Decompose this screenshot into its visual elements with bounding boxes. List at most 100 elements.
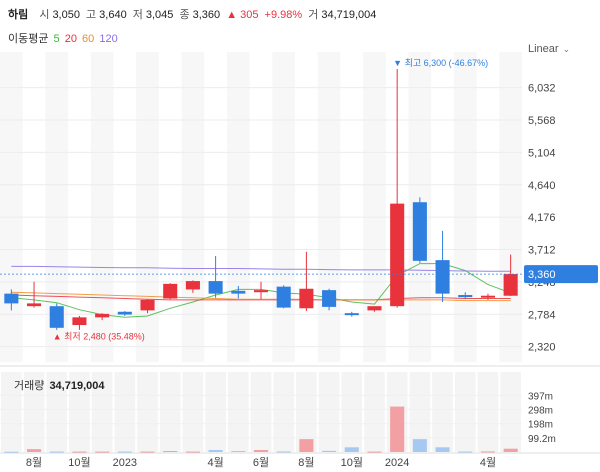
volume-column-bg: [137, 372, 158, 452]
ma-line-120: [11, 265, 511, 272]
volume-bar: [367, 451, 382, 453]
candle-up: [390, 203, 405, 307]
volume-bar: [140, 451, 155, 453]
volume-column-bg: [46, 372, 68, 452]
volume-value: 34,719,004: [321, 9, 377, 21]
volume-bar: [412, 439, 427, 452]
volume-column-bg: [454, 372, 476, 452]
price-column-stripe: [317, 52, 341, 362]
price-column-stripe: [272, 52, 296, 362]
change-value: ▲ 305: [226, 9, 259, 21]
x-axis-label: 8월: [26, 456, 42, 469]
candle-down: [49, 306, 64, 328]
price-column-stripe: [363, 52, 386, 362]
price-column-stripe: [0, 52, 23, 362]
low-annotation: ▲ 최저 2,480 (35.48%): [53, 331, 145, 341]
volume-column-bg: [477, 372, 499, 452]
volume-tick-label: 99.2m: [528, 434, 556, 445]
volume-bar: [503, 448, 518, 452]
volume-bar: [458, 451, 473, 453]
ma-5-period: 5: [53, 33, 60, 45]
x-axis-label: 2023: [113, 457, 137, 469]
price-column-stripe: [136, 52, 159, 362]
volume-bar: [322, 450, 337, 452]
candle-down: [208, 281, 223, 294]
price-tick-label: 4,176: [528, 212, 556, 224]
volume-bar: [253, 450, 269, 452]
price-tick-label: 4,640: [528, 180, 556, 192]
volume-bar: [276, 451, 291, 453]
price-tick-label: 2,320: [528, 342, 556, 354]
volume-panel-label: 거래량: [14, 380, 45, 392]
scale-dropdown[interactable]: Linear ⌄: [528, 40, 592, 58]
price-tick-label: 2,784: [528, 309, 556, 321]
x-axis-label: 2024: [385, 457, 409, 469]
x-axis-label: 4월: [207, 456, 223, 469]
close-label: 종: [179, 9, 190, 21]
change-percent: +9.98%: [264, 9, 303, 21]
volume-column-bg: [1, 372, 22, 452]
price-tick-label: 6,032: [528, 83, 556, 95]
high-label: 고: [86, 9, 97, 21]
volume-column-bg: [341, 372, 363, 452]
candle-up: [140, 299, 155, 311]
candle-up: [253, 290, 269, 293]
volume-column-bg: [250, 372, 272, 452]
volume-column-bg: [273, 372, 295, 452]
volume-bar: [27, 449, 42, 452]
volume-column-bg: [69, 372, 90, 452]
volume-column-bg: [409, 372, 431, 452]
candle-up: [95, 313, 110, 318]
candle-up: [185, 281, 200, 290]
candle-down: [435, 260, 450, 294]
last-price-badge: [524, 265, 598, 284]
volume-bar: [480, 451, 495, 453]
volume-bar: [117, 451, 132, 453]
open-value: 3,050: [52, 9, 80, 21]
scale-label: Linear: [528, 43, 559, 55]
last-price-label: 3,360: [528, 269, 556, 281]
moving-average-legend[interactable]: 이동평균 5 20 60 120: [8, 30, 120, 46]
volume-column-bg: [296, 372, 317, 452]
chevron-down-icon: ⌄: [562, 43, 571, 54]
stock-name: 하림: [8, 9, 29, 21]
quote-header: 하림 시 3,050 고 3,640 저 3,045 종 3,360 ▲ 305 +9.…: [8, 6, 379, 22]
low-value: 3,045: [145, 9, 174, 21]
ma-60-period: 60: [82, 33, 95, 45]
price-column-stripe: [226, 52, 250, 362]
x-axis-label: 10월: [341, 456, 363, 469]
volume-bar: [163, 451, 178, 452]
volume-bar: [344, 447, 359, 452]
volume-bar: [49, 451, 64, 453]
volume-column-bg: [318, 372, 340, 452]
x-axis-label: 6월: [253, 456, 269, 469]
close-value: 3,360: [192, 9, 221, 21]
candle-up: [367, 306, 382, 311]
volume-column-bg: [364, 372, 385, 452]
x-axis-label: 10월: [68, 456, 90, 469]
candle-down: [322, 290, 337, 307]
open-label: 시: [39, 9, 50, 21]
volume-tick-label: 198m: [528, 420, 553, 431]
volume-bar: [390, 406, 405, 452]
x-axis-label: 4월: [480, 456, 496, 469]
candle-up: [480, 295, 495, 298]
volume-column-bg: [500, 372, 521, 452]
volume-bar: [299, 439, 314, 452]
volume-label: 거: [308, 9, 319, 21]
volume-column-bg: [227, 372, 249, 452]
low-label: 저: [132, 9, 143, 21]
volume-column-bg: [205, 372, 226, 452]
moving-average-label: 이동평균: [8, 33, 49, 45]
volume-panel-value: 34,719,004: [49, 380, 105, 392]
high-value: 3,640: [99, 9, 127, 21]
candle-down: [117, 311, 132, 315]
candle-down: [276, 286, 291, 308]
price-column-stripe: [181, 52, 205, 362]
volume-bar: [72, 451, 87, 453]
price-tick-label: 5,104: [528, 147, 556, 159]
candle-up: [503, 274, 518, 296]
volume-column-bg: [159, 372, 181, 452]
volume-bar: [185, 451, 200, 453]
